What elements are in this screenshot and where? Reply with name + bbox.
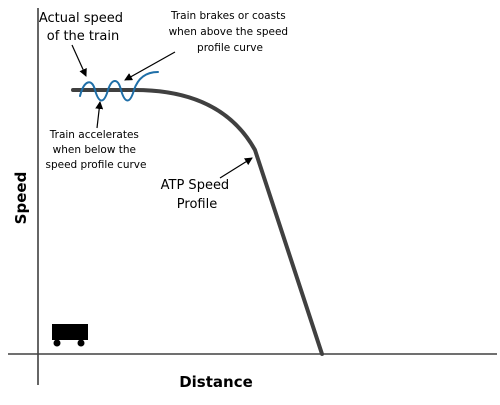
arrow-atp: [219, 157, 253, 179]
arrow-brakes: [124, 51, 176, 81]
train-car-icon: [52, 324, 88, 347]
actual-speed-line: [79, 71, 159, 102]
y-axis-title: Speed: [12, 172, 30, 225]
arrow-actual-speed: [71, 44, 87, 77]
label-atp-speed-profile: ATP Speed Profile: [161, 178, 234, 212]
atp-speed-profile-curve: [71, 88, 324, 356]
x-axis-title: Distance: [179, 373, 253, 391]
label-actual-speed: Actual speed of the train: [39, 11, 127, 44]
label-brakes-or-coasts: Train brakes or coasts when above the sp…: [169, 10, 292, 54]
arrow-accelerates: [95, 101, 104, 129]
label-accelerates: Train accelerates when below the speed p…: [46, 129, 147, 171]
